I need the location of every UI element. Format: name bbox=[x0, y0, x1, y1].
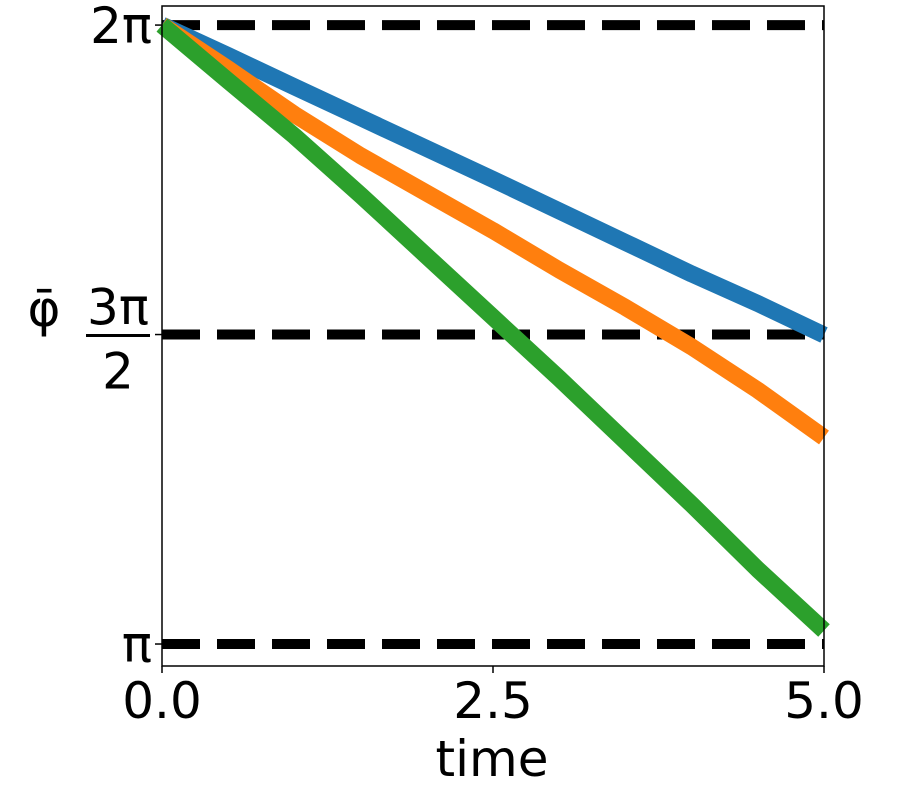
series-line-1 bbox=[157, 18, 829, 445]
y-tick-label-1-denominator: 2 bbox=[102, 343, 134, 401]
x-axis: 0.0 2.5 5.0 bbox=[122, 666, 864, 730]
series-line-2 bbox=[156, 18, 830, 637]
y-tick-label-0: 2π bbox=[90, 0, 152, 55]
series-lines bbox=[156, 17, 830, 637]
x-axis-label: time bbox=[436, 730, 549, 788]
y-axis-label: φ̄ bbox=[28, 280, 61, 338]
y-tick-label-1-numerator: 3π bbox=[87, 279, 149, 337]
x-tick-label-0: 0.0 bbox=[122, 672, 202, 730]
y-tick-label-2: π bbox=[122, 616, 152, 674]
x-tick-label-1: 2.5 bbox=[453, 672, 533, 730]
series-line-0 bbox=[158, 17, 828, 343]
reference-lines bbox=[162, 20, 824, 650]
x-tick-label-2: 5.0 bbox=[784, 672, 864, 730]
